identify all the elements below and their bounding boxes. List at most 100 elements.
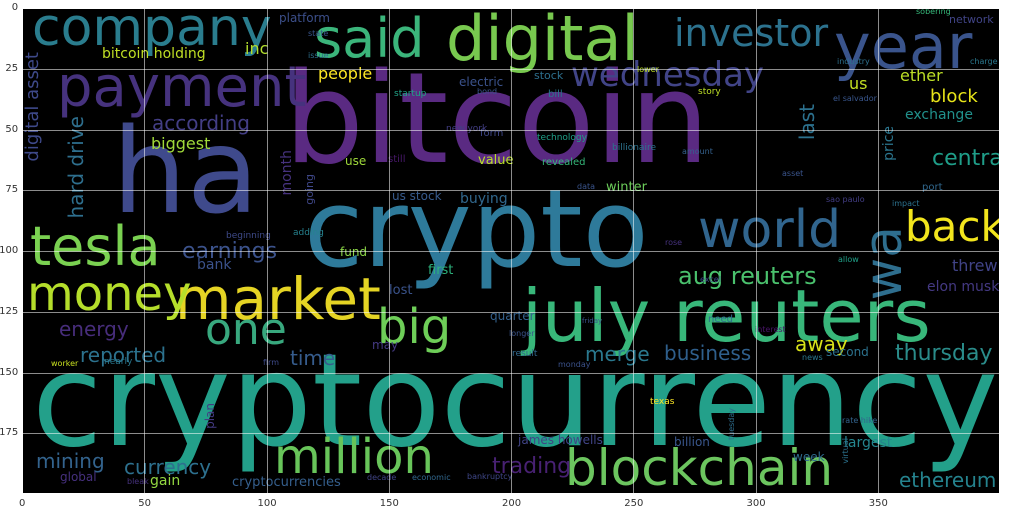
word-hard-drive: hard drive [64, 116, 88, 219]
word-week: week [793, 450, 825, 464]
word-beginning: beginning [226, 231, 271, 241]
y-tick-label: 0 [11, 2, 19, 13]
word-mining: mining [36, 449, 105, 473]
word-sao-paulo: sao paulo [826, 195, 865, 204]
word-tuesday: tuesday [727, 408, 736, 441]
word-largest: largest [844, 435, 893, 451]
word-news: news [802, 353, 823, 362]
x-tick-label: 50 [138, 498, 151, 509]
word-lost: lost [389, 283, 413, 298]
word-sobering: sobering [916, 8, 951, 16]
word-exchange: exchange [905, 107, 973, 123]
word-friday: friday [582, 317, 603, 325]
x-tick-label: 100 [257, 498, 277, 509]
y-grid-line [22, 129, 1000, 131]
word-tesla: tesla [30, 215, 161, 278]
word-industry: industry [837, 57, 870, 66]
word-fund: fund [340, 245, 368, 259]
word-cryptocurrencies: cryptocurrencies [232, 475, 341, 490]
word-market: market [175, 265, 381, 333]
word-month: month [279, 150, 295, 196]
word-central: central [932, 146, 1000, 171]
word-monday: monday [558, 360, 591, 369]
word-texas: texas [650, 397, 675, 407]
word-world: world [698, 200, 842, 260]
word-still: still [388, 154, 406, 165]
word-worker: worker [51, 359, 79, 368]
word-ethereum: ethereum [899, 468, 997, 492]
word-wa: wa [854, 226, 914, 301]
y-tick-label: 25 [5, 62, 19, 74]
word-nearly: nearly [104, 357, 133, 367]
word-bank: bank [197, 257, 232, 273]
word-ha: ha [112, 102, 260, 240]
word-us: us [849, 74, 868, 93]
word-excel: excel [700, 275, 721, 284]
x-tick-label: 0 [19, 498, 26, 509]
word-port: port [922, 182, 943, 193]
word-biggest: biggest [151, 134, 211, 153]
word-electric: electric [459, 75, 504, 89]
word-quarter: quarter [490, 309, 535, 323]
word-elon-musk: elon musk [927, 279, 1000, 295]
word-money: money [27, 266, 192, 322]
word-adding: adding [293, 228, 324, 238]
word-business: business [664, 341, 752, 365]
word-plan: plan [203, 403, 217, 429]
word-decade: decade [367, 473, 397, 482]
word-gain: gain [150, 473, 181, 489]
word-billion: billion [674, 435, 710, 449]
word-thursday: thursday [895, 341, 993, 366]
word-bond: bond [477, 87, 498, 96]
word-last: last [795, 104, 819, 141]
word-aug-reuters: aug reuters [678, 262, 817, 290]
word-rose: rose [665, 238, 683, 247]
word-longer: longer [509, 329, 535, 338]
word-new-york: new york [446, 125, 487, 134]
word-year: year [834, 10, 973, 83]
word-use: use [345, 154, 367, 168]
word-currency: currency [124, 455, 212, 479]
word-issue: issue [308, 51, 329, 60]
x-tick-label: 300 [746, 498, 766, 509]
word-bitcoin-holding: bitcoin holding [102, 46, 206, 62]
y-tick-label: 150 [0, 366, 19, 378]
word-el-salvador: el salvador [833, 94, 877, 103]
word-one: one [205, 304, 287, 355]
word-inc: inc [245, 39, 269, 58]
word-interest: interest [755, 325, 786, 334]
word-cryptocurrency: cryptocurrency [32, 327, 999, 476]
word-need: need [708, 314, 733, 325]
y-tick-label: 125 [0, 305, 19, 317]
word-bill: bill [548, 89, 563, 100]
word-investor: investor [674, 11, 829, 55]
word-blockchain: blockchain [565, 439, 834, 494]
word-amount: amount [682, 147, 713, 156]
word-winter: winter [606, 180, 647, 195]
word-asset: asset [782, 169, 804, 178]
word-according: according [152, 111, 250, 135]
word-platform: platform [279, 11, 330, 25]
y-tick-label: 75 [5, 184, 19, 196]
y-grid-line [22, 68, 1000, 70]
word-second: second [826, 345, 869, 359]
word-merge: merge [585, 342, 650, 366]
word-ether: ether [900, 66, 943, 85]
word-james-howells: james howells [518, 433, 603, 447]
word-virtual: virtual [841, 438, 850, 464]
x-tick-label: 350 [868, 498, 888, 509]
word-network: network [949, 13, 994, 26]
word-wednesday: wednesday [571, 55, 765, 95]
word-million: million [274, 429, 434, 485]
word-lower: lower [637, 66, 659, 74]
word-state: state [308, 29, 329, 38]
word-july-reuters: july reuters [522, 274, 931, 358]
word-us-stock: us stock [392, 189, 442, 203]
word-digital: digital [446, 8, 639, 75]
word-energy: energy [59, 317, 129, 341]
y-grid-line [22, 190, 1000, 192]
word-time: time [290, 346, 336, 370]
word-crypto: crypto [304, 167, 649, 292]
word-bankruptcy: bankruptcy [467, 472, 513, 481]
